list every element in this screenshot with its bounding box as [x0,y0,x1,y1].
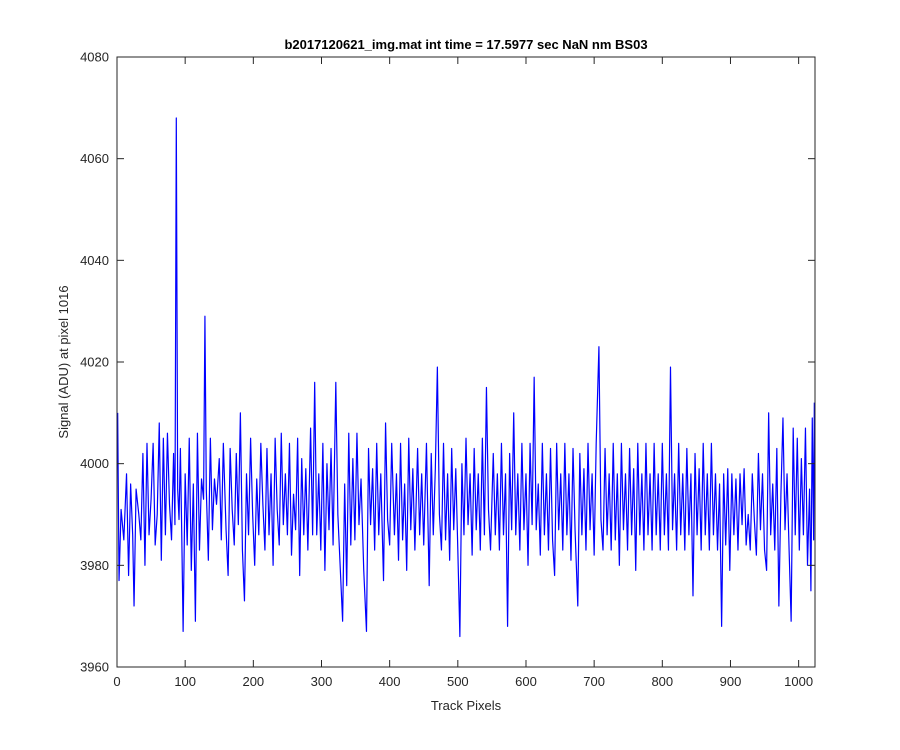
y-tick-label: 4040 [80,253,109,268]
y-tick-label: 4020 [80,355,109,370]
y-axis: 3960 3980 4000 4020 4040 4060 4080 [80,50,815,675]
y-axis-label: Signal (ADU) at pixel 1016 [56,285,71,438]
y-tick-label: 4080 [80,50,109,65]
series-layer [117,117,815,638]
x-axis: 0 100 200 300 400 500 600 700 800 900 1000 [113,57,813,689]
x-tick-label: 0 [113,674,120,689]
chart-title: b2017120621_img.mat int time = 17.5977 s… [284,37,647,52]
series-line [117,117,815,638]
plot-area [117,57,815,667]
x-tick-label: 100 [174,674,196,689]
x-tick-label: 800 [651,674,673,689]
y-tick-label: 3960 [80,660,109,675]
x-tick-label: 1000 [784,674,813,689]
x-tick-label: 500 [447,674,469,689]
y-tick-label: 4000 [80,456,109,471]
x-tick-label: 300 [311,674,333,689]
x-tick-label: 900 [720,674,742,689]
x-tick-label: 600 [515,674,537,689]
y-tick-label: 4060 [80,151,109,166]
x-tick-label: 200 [242,674,264,689]
y-tick-label: 3980 [80,558,109,573]
x-tick-label: 700 [583,674,605,689]
x-axis-label: Track Pixels [431,698,502,713]
x-tick-label: 400 [379,674,401,689]
